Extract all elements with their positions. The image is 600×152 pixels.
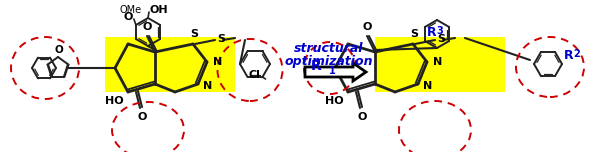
Text: N: N [423, 81, 432, 91]
Text: R: R [564, 49, 574, 62]
Text: O: O [142, 22, 152, 32]
Text: Cl: Cl [248, 70, 260, 80]
Text: S: S [410, 29, 418, 39]
Text: N: N [433, 57, 442, 67]
Text: 3: 3 [436, 26, 443, 36]
Text: O: O [55, 45, 64, 55]
Text: OMe: OMe [120, 5, 142, 15]
Text: HO: HO [325, 96, 344, 106]
Text: S: S [190, 29, 198, 39]
Bar [105, 37, 235, 92]
Text: 1: 1 [329, 66, 336, 76]
Text: N: N [203, 81, 212, 91]
Text: O: O [137, 112, 146, 122]
Text: O: O [358, 112, 367, 122]
Text: structural: structural [294, 43, 364, 55]
Text: S: S [437, 34, 445, 44]
Text: optimization: optimization [285, 55, 373, 67]
Text: S: S [217, 34, 225, 44]
Text: O: O [124, 12, 133, 22]
Text: 2: 2 [573, 49, 580, 59]
FancyArrow shape [305, 63, 366, 81]
Text: O: O [362, 22, 371, 32]
Text: OH: OH [150, 5, 169, 15]
Bar [375, 37, 505, 92]
Text: R: R [427, 26, 437, 39]
Text: HO: HO [106, 96, 124, 106]
Text: N: N [213, 57, 222, 67]
Text: R: R [310, 59, 321, 73]
